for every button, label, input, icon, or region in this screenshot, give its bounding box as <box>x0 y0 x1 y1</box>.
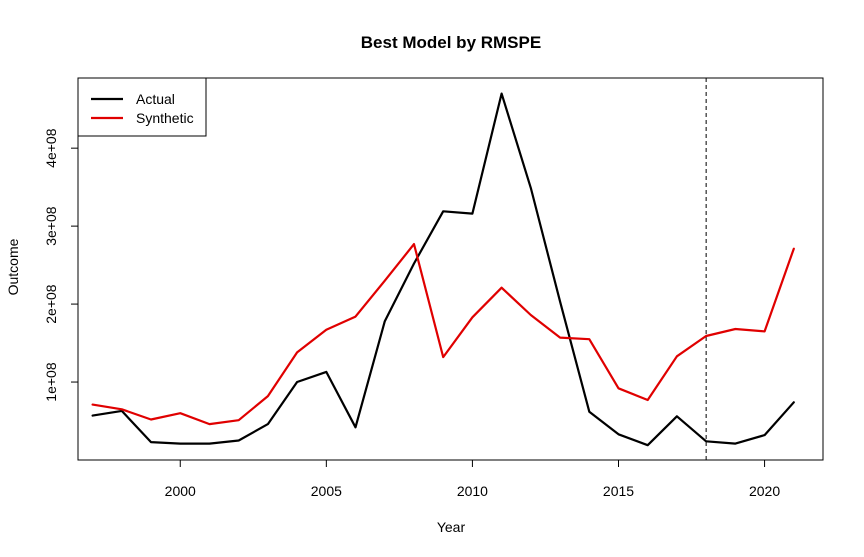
x-tick-label: 2000 <box>165 483 196 499</box>
chart-title: Best Model by RMSPE <box>361 33 541 52</box>
series-layer <box>91 92 795 447</box>
x-tick-label: 2010 <box>457 483 488 499</box>
series-line-synthetic <box>91 243 795 426</box>
y-tick-label: 2e+08 <box>43 284 59 324</box>
legend-label-synthetic: Synthetic <box>136 110 194 126</box>
y-axis: 1e+08 2e+08 3e+08 4e+08 <box>43 128 78 402</box>
y-tick-label: 3e+08 <box>43 206 59 246</box>
y-axis-label: Outcome <box>5 238 21 295</box>
series-line-actual <box>91 92 795 447</box>
legend: Actual Synthetic <box>77 77 207 137</box>
y-tick-label: 4e+08 <box>43 128 59 168</box>
y-tick-label: 1e+08 <box>43 362 59 402</box>
legend-box <box>77 77 207 137</box>
legend-label-actual: Actual <box>136 91 175 107</box>
x-tick-label: 2015 <box>603 483 634 499</box>
plot-frame <box>77 77 824 461</box>
x-axis-label: Year <box>437 519 466 535</box>
x-tick-label: 2020 <box>749 483 780 499</box>
x-tick-label: 2005 <box>311 483 342 499</box>
x-axis: 2000 2005 2010 2015 2020 <box>165 460 780 499</box>
